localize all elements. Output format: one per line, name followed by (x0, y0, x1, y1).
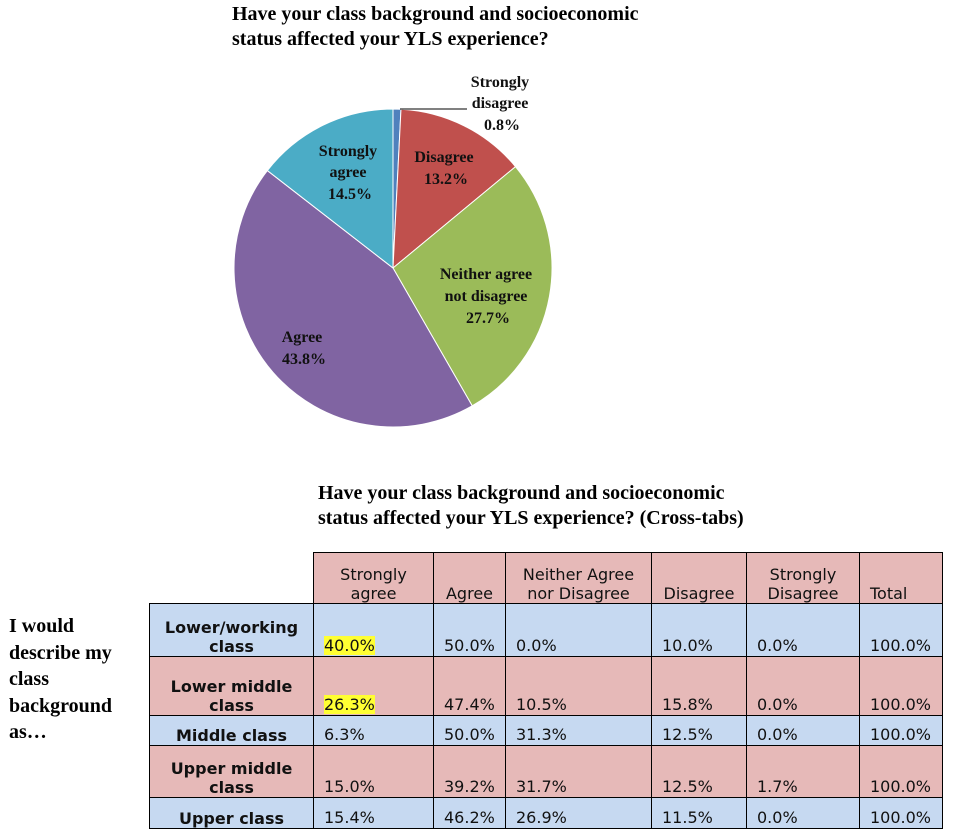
cell-value: 11.5% (662, 808, 713, 827)
cell-value: 15.4% (324, 808, 375, 827)
table-cell: 15.8% (651, 656, 747, 716)
table-cell: 31.3% (505, 715, 652, 746)
pie-slice-disagree (392, 108, 517, 270)
cross-tab-table: Strongly agree Agree Neither Agree nor D… (149, 552, 943, 829)
header-neither: Neither Agree nor Disagree (505, 552, 652, 604)
pie-slice-strongly-agree (266, 108, 394, 270)
header-disagree: Disagree (651, 552, 747, 604)
table-cell: 6.3% (313, 715, 434, 746)
pie-slice-agree (233, 169, 473, 428)
row-label: Lower middle class (149, 656, 314, 716)
table-cell: 0.0% (505, 603, 652, 657)
header-agree: Agree (433, 552, 506, 604)
cell-value: 31.7% (516, 777, 567, 796)
cell-value: 46.2% (444, 808, 495, 827)
header-corner (149, 552, 314, 604)
row-label: Middle class (149, 715, 314, 746)
pie-chart: Strongly disagree 0.8% Disagree 13.2% Ne… (233, 74, 553, 428)
table-cell: 100.0% (859, 797, 943, 829)
cell-value: 0.0% (757, 636, 798, 655)
table-cell: 12.5% (651, 715, 747, 746)
pie-label-strongly-disagree: Strongly disagree 0.8% (471, 74, 533, 134)
cell-value: 39.2% (444, 777, 495, 796)
table-row: Lower/working class 40.0% 50.0% 0.0% 10.0% 0.… (149, 603, 943, 657)
cell-value: 100.0% (870, 725, 932, 744)
row-axis-label: I would describe my class background as… (9, 615, 113, 743)
table-row: Lower middle class 26.3% 47.4% 10.5% 15.8% 0.… (149, 656, 943, 716)
table-cell: 100.0% (859, 656, 943, 716)
table-cell: 15.0% (313, 745, 434, 798)
table-cell: 26.9% (505, 797, 652, 829)
cell-value: 1.7% (757, 777, 798, 796)
cell-value: 15.0% (324, 777, 375, 796)
table-cell: 100.0% (859, 715, 943, 746)
cell-value: 26.9% (516, 808, 567, 827)
cell-value: 12.5% (662, 725, 713, 744)
table-cell: 50.0% (433, 715, 506, 746)
pie-chart-title: Have your class background and socioecon… (232, 3, 639, 50)
table-cell: 0.0% (746, 797, 860, 829)
pie-label-agree: Agree 43.8% (282, 329, 327, 368)
table-row: Middle class 6.3% 50.0% 31.3% 12.5% 0.0% 100.0… (149, 715, 943, 746)
table-cell: 47.4% (433, 656, 506, 716)
table-cell: 15.4% (313, 797, 434, 829)
cell-value: 10.5% (516, 695, 567, 714)
cell-value: 0.0% (757, 725, 798, 744)
table-cell: 12.5% (651, 745, 747, 798)
table-cell: 100.0% (859, 603, 943, 657)
table-cell: 26.3% (313, 656, 434, 716)
cell-value: 47.4% (444, 695, 495, 714)
table-cell: 31.7% (505, 745, 652, 798)
highlighted-value: 40.0% (324, 636, 375, 655)
table-cell: 11.5% (651, 797, 747, 829)
table-cell: 0.0% (746, 603, 860, 657)
table-cell: 50.0% (433, 603, 506, 657)
table-cell: 0.0% (746, 715, 860, 746)
table-cell: 10.0% (651, 603, 747, 657)
cell-value: 0.0% (757, 808, 798, 827)
row-label: Upper class (149, 797, 314, 829)
cell-value: 15.8% (662, 695, 713, 714)
header-strongly-agree: Strongly agree (313, 552, 434, 604)
table-cell: 1.7% (746, 745, 860, 798)
cell-value: 100.0% (870, 636, 932, 655)
pie-label-neither: Neither agree not disagree 27.7% (440, 266, 536, 327)
cell-value: 100.0% (870, 777, 932, 796)
header-strongly-disagree: Strongly Disagree (746, 552, 860, 604)
cell-value: 0.0% (516, 636, 557, 655)
row-label: Upper middle class (149, 745, 314, 798)
cell-value: 6.3% (324, 725, 365, 744)
cell-value: 10.0% (662, 636, 713, 655)
table-cell: 100.0% (859, 745, 943, 798)
cell-value: 0.0% (757, 695, 798, 714)
cell-value: 50.0% (444, 636, 495, 655)
row-label: Lower/working class (149, 603, 314, 657)
pie-slice-neither-agree-not-disagree (392, 165, 553, 407)
cell-value: 31.3% (516, 725, 567, 744)
cell-value: 100.0% (870, 695, 932, 714)
table-cell: 40.0% (313, 603, 434, 657)
table-header-row: Strongly agree Agree Neither Agree nor D… (149, 552, 943, 604)
table-row: Upper class 15.4% 46.2% 26.9% 11.5% 0.0% 100.0… (149, 797, 943, 829)
table-row: Upper middle class 15.0% 39.2% 31.7% 12.5% 1.… (149, 745, 943, 798)
table-cell: 0.0% (746, 656, 860, 716)
table-title: Have your class background and socioecon… (318, 482, 744, 529)
highlighted-value: 26.3% (324, 695, 375, 714)
table-cell: 46.2% (433, 797, 506, 829)
cell-value: 12.5% (662, 777, 713, 796)
cell-value: 50.0% (444, 725, 495, 744)
cell-value: 100.0% (870, 808, 932, 827)
pie-label-strongly-agree: Strongly agree 14.5% (319, 143, 381, 203)
pie-label-disagree: Disagree 13.2% (414, 149, 477, 188)
table-cell: 10.5% (505, 656, 652, 716)
header-total: Total (859, 552, 943, 604)
table-cell: 39.2% (433, 745, 506, 798)
